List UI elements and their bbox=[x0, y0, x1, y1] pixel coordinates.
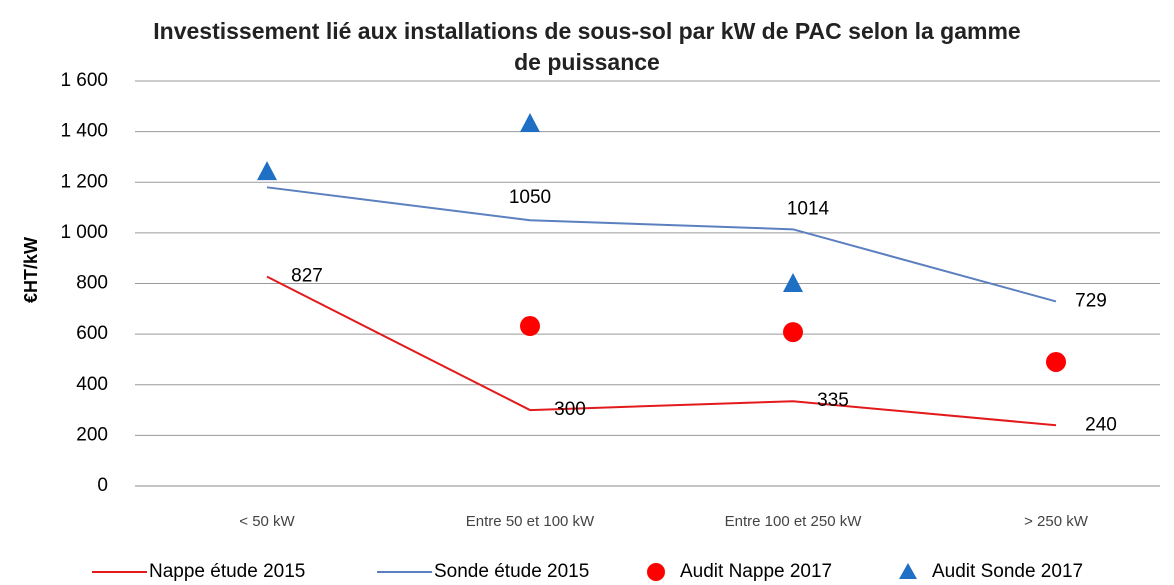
series-line bbox=[266, 275, 1057, 427]
marker bbox=[520, 113, 540, 133]
x-tick-label: Entre 100 et 250 kW bbox=[725, 513, 863, 530]
y-tick-label: 1 000 bbox=[60, 222, 108, 243]
legend-swatch bbox=[899, 563, 917, 579]
marker bbox=[257, 161, 277, 181]
marker bbox=[783, 322, 803, 343]
marker bbox=[783, 273, 803, 293]
marker bbox=[520, 316, 540, 337]
chart-title: Investissement lié aux installations de … bbox=[153, 18, 1021, 75]
x-tick-label: Entre 50 et 100 kW bbox=[466, 513, 595, 530]
legend-label: Audit Nappe 2017 bbox=[680, 561, 832, 582]
data-label: 729 bbox=[1075, 290, 1107, 311]
data-label: 827 bbox=[291, 266, 323, 287]
legend-label: Audit Sonde 2017 bbox=[932, 561, 1083, 582]
data-label: 335 bbox=[817, 390, 849, 411]
y-tick-label: 800 bbox=[76, 273, 108, 294]
y-axis-label: €HT/kW bbox=[21, 237, 41, 303]
data-label: 300 bbox=[554, 399, 586, 420]
y-tick-label: 0 bbox=[97, 475, 108, 496]
legend-swatch bbox=[647, 563, 665, 581]
data-label: 240 bbox=[1085, 414, 1117, 435]
x-tick-label: < 50 kW bbox=[239, 513, 295, 530]
y-tick-label: 1 200 bbox=[60, 171, 108, 192]
marker bbox=[1046, 351, 1066, 372]
series-line bbox=[266, 186, 1057, 303]
data-label: 1050 bbox=[509, 187, 551, 208]
y-tick-label: 1 600 bbox=[60, 70, 108, 91]
y-tick-label: 400 bbox=[76, 374, 108, 395]
legend-label: Sonde étude 2015 bbox=[434, 561, 589, 582]
legend-label: Nappe étude 2015 bbox=[149, 561, 305, 582]
y-tick-label: 1 400 bbox=[60, 121, 108, 142]
y-tick-label: 200 bbox=[76, 424, 108, 445]
y-tick-label: 600 bbox=[76, 323, 108, 344]
x-tick-label: > 250 kW bbox=[1024, 513, 1089, 530]
data-label: 1014 bbox=[787, 198, 830, 219]
